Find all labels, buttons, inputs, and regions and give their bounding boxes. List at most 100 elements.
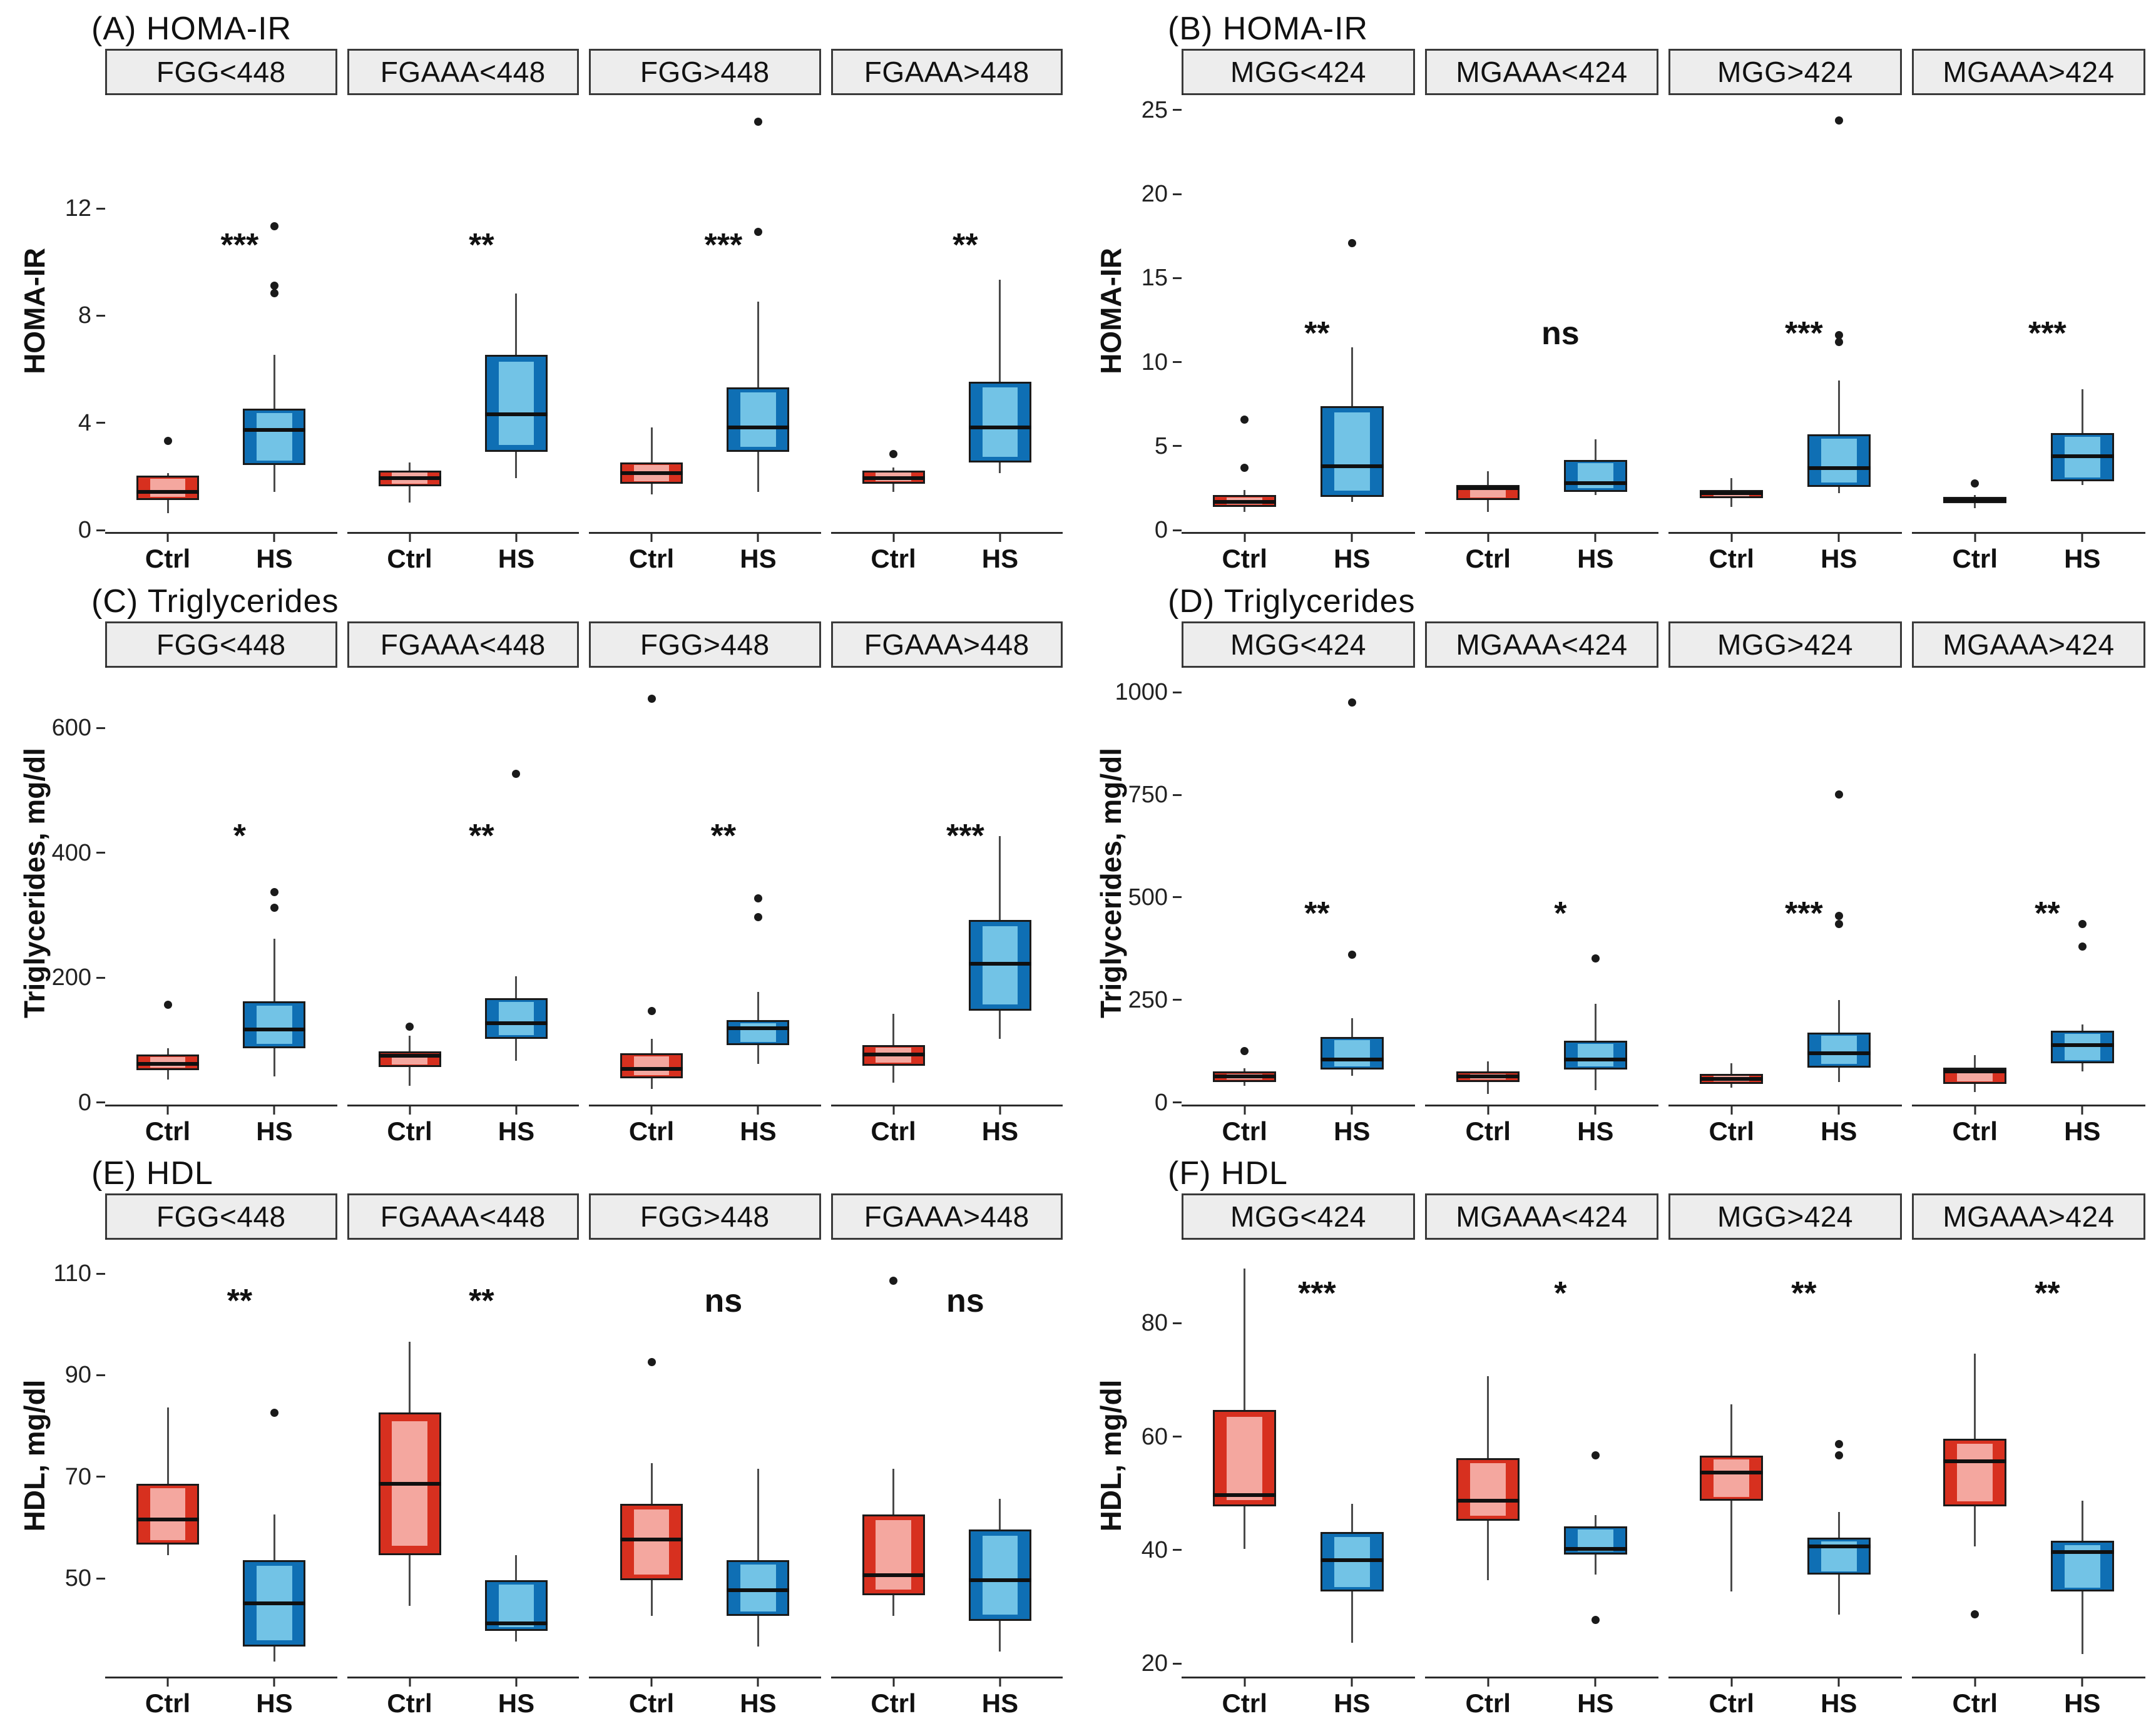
x-axis-labels: Ctrl HS bbox=[347, 1678, 580, 1718]
y-tick-label: 10 bbox=[1141, 349, 1168, 375]
y-axis-label: HOMA-IR bbox=[18, 247, 51, 374]
x-tick-mark bbox=[1487, 1106, 1489, 1115]
median-ctrl bbox=[1943, 1459, 2007, 1463]
y-tick-mark bbox=[96, 727, 105, 729]
box-hs bbox=[2050, 1540, 2114, 1592]
outlier-dot bbox=[2078, 919, 2087, 928]
y-axis: HOMA-IR 0 4 8 12 bbox=[18, 49, 107, 573]
facet-FGAAA<448: FGAAA<448 ** Ctrl HS bbox=[347, 621, 579, 1146]
median-hs bbox=[243, 1027, 306, 1031]
median-hs bbox=[1320, 1558, 1384, 1563]
y-axis-title-wrap: HDL, mg/dl bbox=[18, 1193, 52, 1717]
x-axis-labels: Ctrl HS bbox=[1668, 534, 1902, 573]
y-axis-title-wrap: HDL, mg/dl bbox=[1094, 1193, 1128, 1717]
median-hs bbox=[727, 1588, 790, 1593]
box-inner-hs bbox=[1821, 439, 1857, 483]
x-axis-labels: Ctrl HS bbox=[105, 1106, 337, 1146]
y-tick-mark bbox=[1173, 361, 1182, 364]
x-axis-labels: Ctrl HS bbox=[1182, 534, 1415, 573]
box-inner-hs bbox=[498, 1584, 534, 1627]
median-ctrl bbox=[1700, 1077, 1764, 1081]
x-axis-labels: Ctrl HS bbox=[1425, 1106, 1658, 1146]
outlier-dot bbox=[1971, 479, 1980, 488]
facet-header: MGAAA>424 bbox=[1912, 1193, 2145, 1240]
y-tick-mark bbox=[96, 529, 105, 531]
x-category-label: Ctrl bbox=[1465, 544, 1511, 573]
facet-header: FGG>448 bbox=[589, 49, 821, 95]
x-category-label: Ctrl bbox=[145, 1688, 191, 1718]
median-ctrl bbox=[1456, 1499, 1520, 1503]
y-axis: Triglycerides, mg/dl 0 250 500 750 1000 bbox=[1094, 621, 1183, 1145]
x-tick-mark bbox=[650, 534, 653, 542]
outlier-dot bbox=[163, 436, 172, 445]
facet-plot: * bbox=[105, 667, 337, 1106]
x-tick-mark bbox=[166, 534, 169, 542]
panel-E: (E) HDL HDL, mg/dl 50 70 90 110 FGG<448 ** Ctrl H… bbox=[18, 1153, 1063, 1718]
facet-header: FGG>448 bbox=[589, 1193, 821, 1240]
y-tick-label: 15 bbox=[1141, 265, 1168, 292]
x-category-label: HS bbox=[981, 1688, 1019, 1718]
panel-title: (B) HOMA-IR bbox=[1168, 11, 1369, 47]
facet-MGG>424: MGG>424 *** Ctrl HS bbox=[1668, 621, 1902, 1146]
median-ctrl bbox=[620, 471, 683, 475]
facet-header: FGAAA>448 bbox=[830, 49, 1063, 95]
facet-header: MGG>424 bbox=[1668, 621, 1902, 668]
box-hs bbox=[1320, 1036, 1384, 1070]
x-tick-mark bbox=[409, 1678, 411, 1687]
x-category-label: Ctrl bbox=[1952, 1116, 1998, 1146]
box-inner-hs bbox=[498, 361, 534, 446]
x-axis-labels: Ctrl HS bbox=[105, 534, 337, 573]
outlier-dot bbox=[270, 888, 278, 897]
x-category-label: Ctrl bbox=[1709, 544, 1754, 573]
median-ctrl bbox=[862, 1052, 925, 1056]
median-hs bbox=[2050, 1043, 2114, 1047]
y-tick-mark bbox=[1173, 1322, 1182, 1324]
y-tick-label: 500 bbox=[1128, 884, 1168, 911]
x-category-label: Ctrl bbox=[871, 1688, 916, 1718]
significance-label: ** bbox=[469, 1282, 494, 1319]
median-ctrl bbox=[1456, 1075, 1520, 1079]
facet-FGG<448: FGG<448 ** Ctrl HS bbox=[105, 1193, 337, 1718]
facet-plot: ** bbox=[1912, 1240, 2145, 1679]
y-axis-label: HDL, mg/dl bbox=[18, 1379, 51, 1532]
y-tick-label: 20 bbox=[1141, 181, 1168, 208]
x-tick-mark bbox=[166, 1106, 169, 1115]
x-category-label: Ctrl bbox=[871, 1116, 916, 1146]
outlier-dot bbox=[1834, 338, 1843, 347]
x-category-label: HS bbox=[1334, 544, 1371, 573]
y-tick-label: 4 bbox=[78, 409, 91, 436]
facets: FGG<448 *** Ctrl HS FGAAA<448 ** Ctrl HS FGG>448… bbox=[105, 49, 1063, 573]
significance-label: ** bbox=[469, 817, 494, 854]
y-tick-mark bbox=[1173, 1101, 1182, 1104]
median-ctrl bbox=[1943, 1070, 2007, 1074]
x-category-label: HS bbox=[2064, 544, 2101, 573]
outlier-dot bbox=[647, 1006, 656, 1015]
box-inner-hs bbox=[2064, 1033, 2100, 1060]
y-axis-title-wrap: HOMA-IR bbox=[18, 49, 52, 573]
panel-title: (A) HOMA-IR bbox=[91, 11, 292, 47]
x-tick-mark bbox=[999, 1106, 1001, 1115]
median-hs bbox=[1563, 481, 1627, 486]
outlier-dot bbox=[163, 1000, 172, 1009]
box-hs bbox=[484, 998, 548, 1039]
y-tick-mark bbox=[96, 852, 105, 854]
x-axis-labels: Ctrl HS bbox=[1182, 1106, 1415, 1146]
box-inner-ctrl bbox=[1957, 1443, 1993, 1502]
median-hs bbox=[484, 1621, 548, 1626]
significance-label: ** bbox=[2035, 1275, 2060, 1312]
x-tick-mark bbox=[409, 534, 411, 542]
box-hs bbox=[1563, 1041, 1627, 1070]
whisker-ctrl bbox=[166, 1407, 169, 1555]
y-tick-label: 5 bbox=[1154, 432, 1168, 459]
panel-body: HDL, mg/dl 50 70 90 110 FGG<448 ** Ctrl HS FGAAA<… bbox=[18, 1193, 1063, 1718]
box-hs bbox=[2050, 1030, 2114, 1064]
x-tick-mark bbox=[1594, 1106, 1597, 1115]
outlier-dot bbox=[270, 222, 278, 231]
panel-title: (C) Triglycerides bbox=[91, 583, 339, 620]
x-tick-mark bbox=[757, 1106, 759, 1115]
x-category-label: Ctrl bbox=[1709, 1116, 1754, 1146]
box-inner-hs bbox=[740, 1564, 776, 1611]
median-ctrl bbox=[1456, 486, 1520, 491]
x-tick-mark bbox=[757, 534, 759, 542]
x-category-label: HS bbox=[1821, 1688, 1857, 1718]
